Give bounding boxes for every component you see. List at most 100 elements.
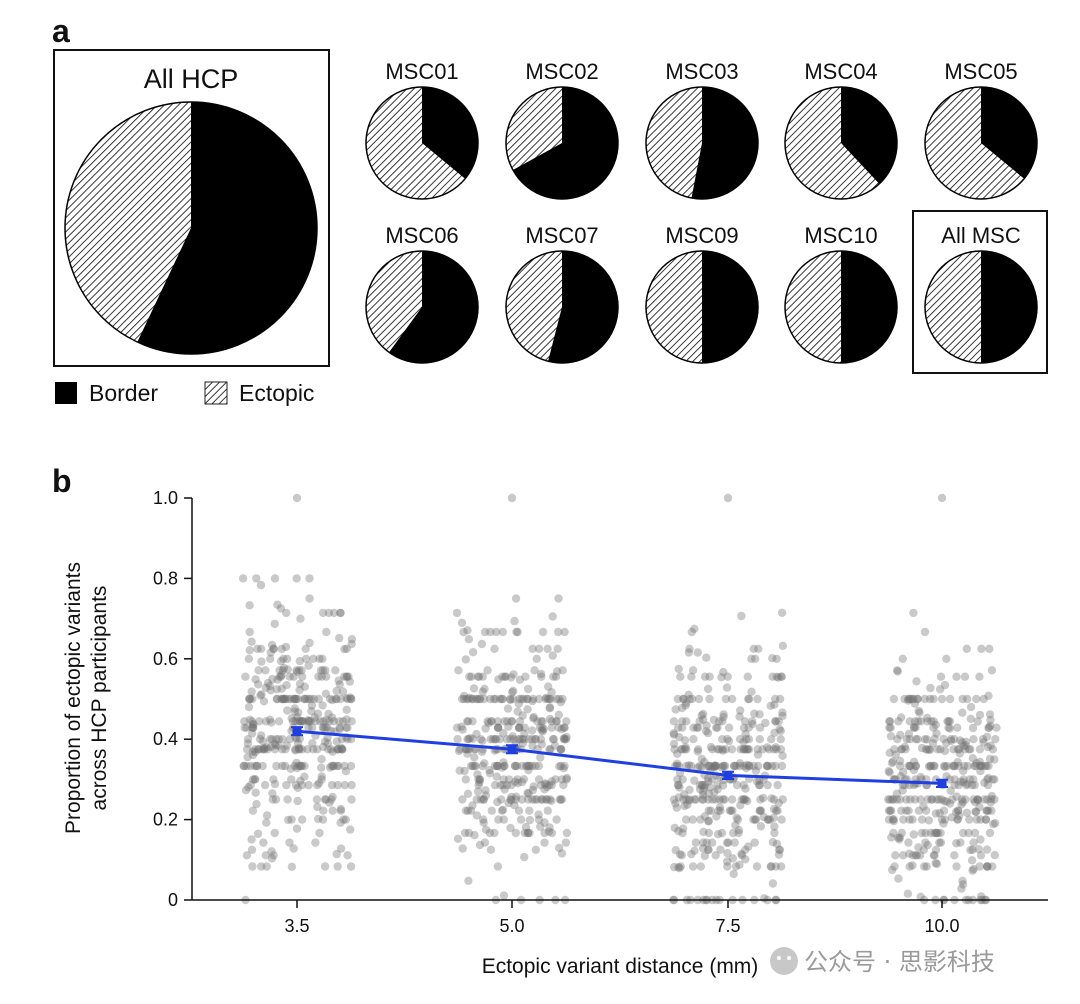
participant-point [677,717,687,726]
participant-point [754,761,763,771]
x-ticks: 3.5 5.0 7.5 10.0 [284,900,960,936]
participant-point [287,862,297,871]
participant-point [985,644,994,653]
participant-point [689,723,698,732]
participant-point [464,635,474,644]
participant-point [775,845,785,854]
participant-point [252,761,262,771]
participant-point [932,795,941,804]
participant-point [474,672,484,681]
participant-point [698,780,707,790]
participant-point [972,759,981,768]
participant-point [956,736,965,745]
big-pie [64,101,318,355]
participant-point [912,677,921,686]
participant-point [718,795,728,804]
participant-point [541,694,550,704]
participant-point [259,745,268,754]
participant-point [940,762,949,771]
participant-point [947,813,957,822]
participant-point [755,735,764,744]
participant-point [952,862,961,871]
participant-point [470,831,479,840]
participant-point [892,789,901,798]
participant-point [303,745,312,754]
participant-point [683,800,692,809]
participant-point [559,764,568,773]
participant-point [971,761,981,771]
participant-point [926,761,935,771]
participant-point [975,761,985,771]
participant-point [323,723,332,732]
participant-point [693,723,703,732]
participant-point [474,775,483,784]
participant-point [954,780,963,790]
participant-point [730,838,739,847]
participant-point [517,694,526,704]
participant-point [905,735,915,744]
participant-point [697,762,707,771]
participant-point [557,775,566,784]
participant-point [750,815,760,824]
participant-point [520,852,529,862]
participant-point [762,761,772,771]
participant-point [747,654,756,663]
participant-point [687,694,697,704]
participant-point [289,694,299,704]
participant-point [555,795,564,804]
participant-point [268,674,277,684]
participant-point [920,694,930,704]
participant-point [512,627,521,637]
participant-point [342,672,351,681]
participant-point [884,806,894,815]
participant-point [926,761,935,771]
participant-point [305,594,314,603]
participant-point [244,702,254,712]
pie-border-slice [548,251,618,363]
participant-point [904,694,913,704]
participant-point [483,666,492,675]
participant-point [543,644,552,653]
participant-point [778,751,787,760]
participant-point [909,830,918,839]
participant-point [550,741,560,750]
participant-point [919,845,928,854]
participant-point [347,694,356,704]
participant-point [464,876,473,885]
participant-point [508,732,517,741]
participant-point [739,761,749,771]
participant-point [557,795,567,804]
participant-point [949,745,958,754]
participant-point [959,828,968,838]
participant-point [691,795,701,804]
participant-point [700,672,710,681]
participant-point [295,685,304,695]
participant-point [741,784,750,793]
participant-point [252,574,261,583]
participant-point [775,694,785,704]
participant-point [742,735,751,744]
participant-point [279,663,289,673]
participant-point [336,844,346,853]
participant-point [528,785,538,795]
participant-point [984,806,993,815]
participant-point [547,723,556,732]
participant-point [291,780,301,790]
participant-point [698,795,707,804]
participant-point [318,701,327,710]
participant-point [986,715,995,725]
participant-point [774,850,784,859]
pie-msc05: MSC05 [924,59,1038,200]
big-pie-border-slice [137,102,317,354]
participant-point [681,815,691,824]
participant-point [960,761,969,771]
participant-point [518,735,527,744]
participant-point [547,780,556,790]
participant-point [958,694,967,704]
participant-point [523,828,533,838]
pie-msc06: MSC06 [365,223,479,364]
participant-point [902,806,911,815]
participant-point [560,761,569,771]
participant-point [240,761,249,771]
participant-point [293,796,302,806]
